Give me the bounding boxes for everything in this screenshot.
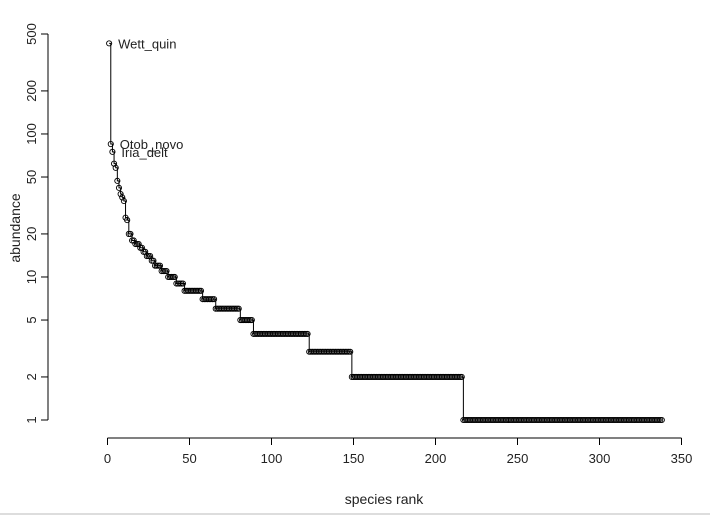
- species-point: [148, 257, 155, 264]
- species-point: [160, 268, 167, 275]
- x-tick-label: 350: [671, 451, 693, 466]
- y-axis-title: abundance: [7, 193, 23, 263]
- y-tick-label: 50: [24, 170, 39, 184]
- species-point: [234, 305, 241, 312]
- species-point: [111, 160, 118, 167]
- species-point: [106, 40, 113, 47]
- species-point: [112, 164, 119, 171]
- species-point: [155, 262, 162, 269]
- y-tick-label: 500: [24, 23, 39, 45]
- species-point: [455, 373, 462, 381]
- species-point: [107, 141, 114, 148]
- species-point: [209, 296, 216, 303]
- y-tick-label: 200: [24, 80, 39, 102]
- species-point: [135, 240, 142, 248]
- species-point: [114, 177, 121, 184]
- y-tick-label: 10: [24, 270, 39, 284]
- species-point: [343, 348, 350, 355]
- species-point: [117, 191, 124, 198]
- species-point: [197, 287, 205, 294]
- species-point: [163, 268, 170, 275]
- species-point: [109, 148, 116, 155]
- species-point: [140, 248, 147, 255]
- species-point: [301, 330, 308, 337]
- species-annotation: Iria_delt: [121, 145, 168, 160]
- species-point: [129, 237, 136, 244]
- species-point: [196, 287, 203, 294]
- species-point: [143, 253, 150, 260]
- species-point: [120, 197, 127, 205]
- x-tick-label: 100: [261, 451, 283, 466]
- species-point: [125, 230, 132, 237]
- species-point: [168, 273, 175, 281]
- species-point: [347, 348, 354, 355]
- species-point: [138, 244, 145, 251]
- species-point: [179, 280, 186, 287]
- species-point: [458, 373, 465, 381]
- species-point: [171, 273, 178, 281]
- species-point: [235, 305, 242, 312]
- species-point: [345, 348, 352, 355]
- x-tick-label: 200: [425, 451, 447, 466]
- species-point: [207, 296, 214, 303]
- species-point: [657, 416, 664, 424]
- x-axis-title: species rank: [345, 491, 425, 507]
- species-point: [132, 240, 139, 248]
- y-tick-label: 2: [24, 373, 39, 380]
- series-layer: [106, 40, 665, 424]
- species-point: [302, 330, 309, 337]
- x-tick-label: 0: [104, 451, 111, 466]
- species-point: [156, 262, 164, 269]
- y-tick-label: 1: [24, 416, 39, 423]
- x-tick-label: 50: [182, 451, 196, 466]
- x-tick-label: 150: [343, 451, 365, 466]
- species-point: [232, 305, 239, 312]
- y-tick-label: 5: [24, 316, 39, 323]
- species-point: [130, 237, 137, 244]
- x-tick-label: 300: [589, 451, 611, 466]
- species-point: [153, 262, 160, 269]
- species-point: [127, 230, 134, 237]
- species-point: [655, 416, 662, 424]
- species-point: [178, 280, 185, 287]
- species-point: [211, 296, 218, 303]
- species-annotation: Otob_novo: [120, 137, 184, 152]
- species-point: [161, 268, 168, 275]
- species-point: [245, 316, 252, 324]
- axes: 0 50 100 150 200 250 300 350 1 2 5 10 20 50 100 200 500: [24, 23, 692, 466]
- species-point: [247, 316, 254, 324]
- species-point: [137, 244, 144, 251]
- y-tick-label: 20: [24, 227, 39, 241]
- species-point: [133, 240, 141, 248]
- species-point: [457, 373, 464, 381]
- species-point: [248, 316, 255, 324]
- species-point: [170, 273, 177, 281]
- species-point: [115, 184, 123, 191]
- species-annotation: Wett_quin: [118, 36, 176, 51]
- species-point: [304, 330, 311, 337]
- species-point: [194, 287, 201, 294]
- species-point: [145, 253, 152, 260]
- species-point: [176, 280, 183, 287]
- y-tick-label: 100: [24, 123, 39, 145]
- species-point: [119, 194, 126, 201]
- species-point: [124, 217, 131, 224]
- species-point: [658, 416, 665, 424]
- x-tick-label: 250: [507, 451, 529, 466]
